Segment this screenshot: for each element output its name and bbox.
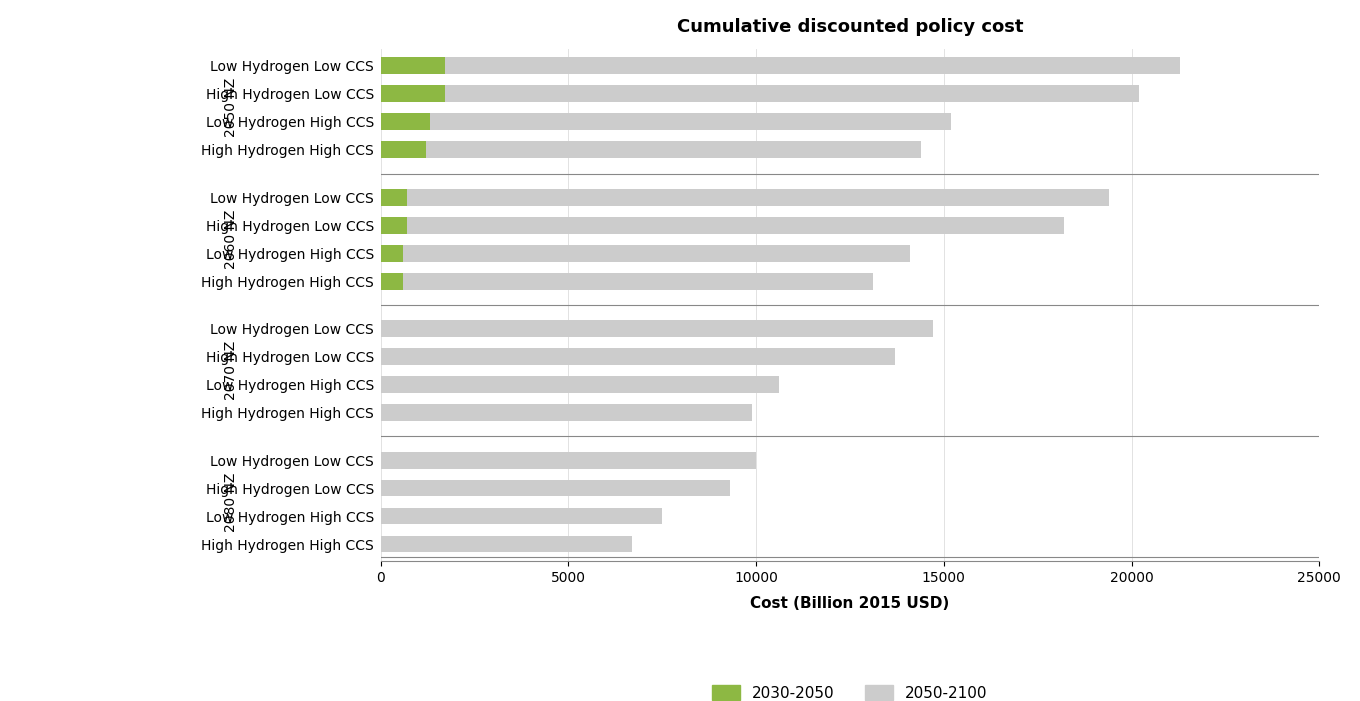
Bar (381, 536, 632, 552)
Bar (381, 320, 933, 337)
Bar (381, 57, 445, 74)
Bar (381, 86, 445, 102)
Bar (381, 404, 752, 421)
Bar (381, 142, 921, 158)
Bar (381, 273, 404, 290)
Bar (381, 245, 910, 261)
Bar (381, 273, 873, 290)
Text: 2060 NZ: 2060 NZ (223, 210, 238, 269)
Bar (381, 348, 895, 365)
Bar (381, 114, 952, 130)
Bar (381, 114, 430, 130)
Bar (381, 376, 779, 393)
Title: Cumulative discounted policy cost: Cumulative discounted policy cost (677, 18, 1023, 36)
Bar (381, 57, 1180, 74)
Bar (381, 217, 1064, 233)
Bar (381, 245, 404, 261)
Bar (381, 86, 1140, 102)
Legend: 2030-2050, 2050-2100: 2030-2050, 2050-2100 (706, 679, 994, 701)
Text: 2050 NZ: 2050 NZ (223, 79, 238, 137)
Bar (381, 189, 407, 205)
Text: 2080 NZ: 2080 NZ (223, 472, 238, 532)
Bar (381, 189, 1108, 205)
Bar (381, 142, 426, 158)
Bar (381, 217, 407, 233)
Bar (381, 479, 730, 496)
Bar (381, 451, 756, 468)
Text: 2070 NZ: 2070 NZ (223, 341, 238, 400)
Bar (381, 508, 662, 524)
X-axis label: Cost (Billion 2015 USD): Cost (Billion 2015 USD) (751, 596, 949, 611)
